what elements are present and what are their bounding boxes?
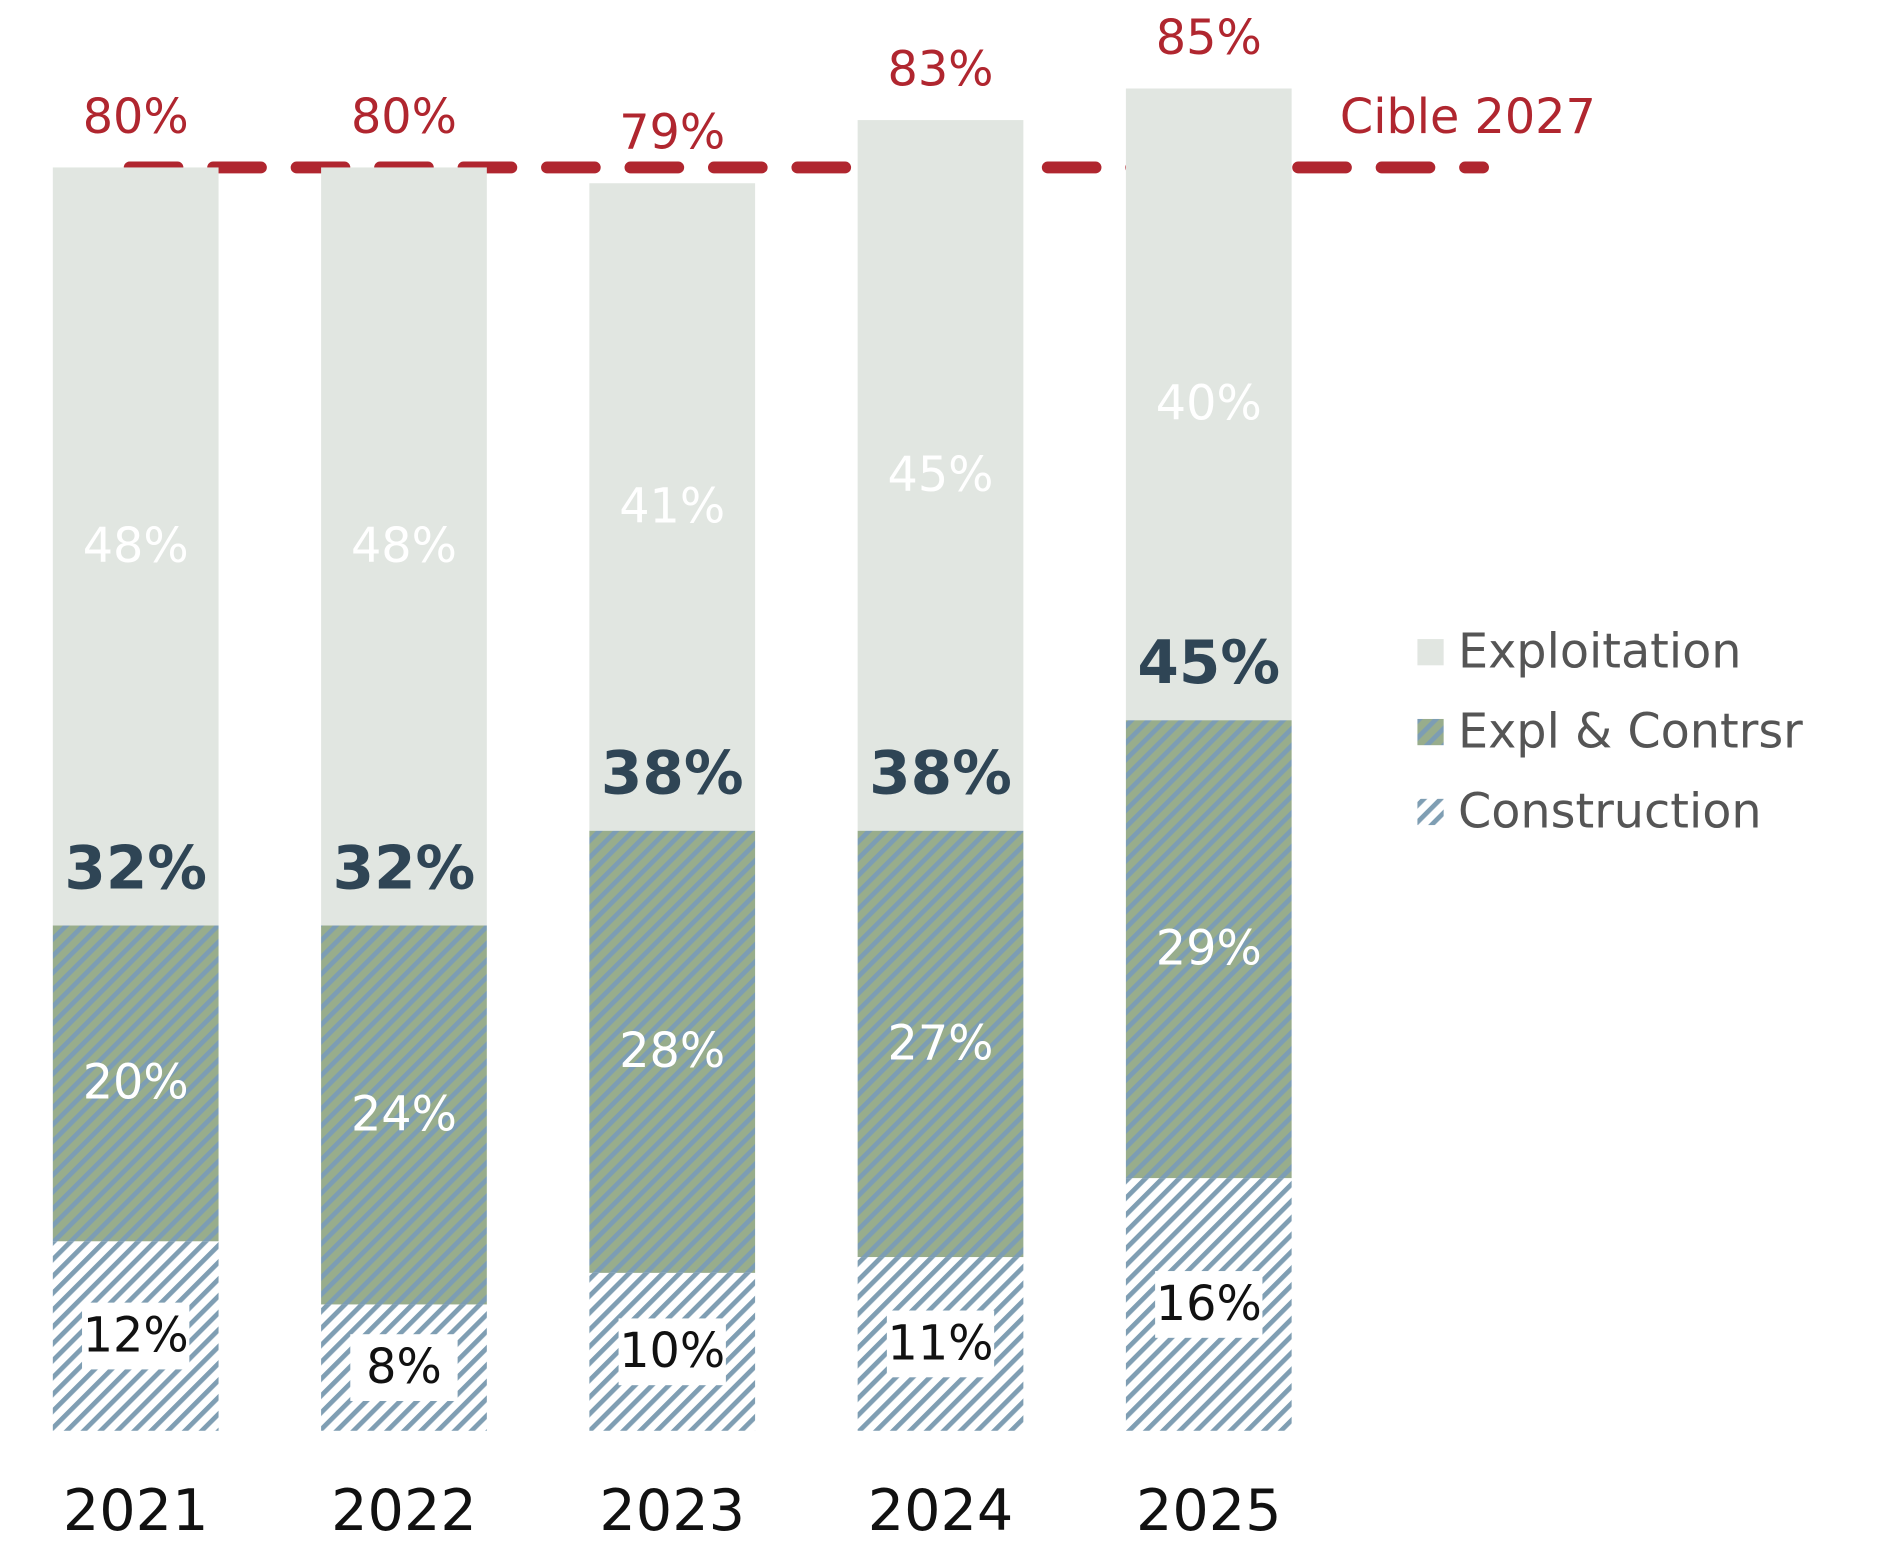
value-label: 10% bbox=[619, 1324, 725, 1379]
value-label: 48% bbox=[83, 519, 189, 574]
value-label: 41% bbox=[619, 479, 725, 534]
subtotal-label: 38% bbox=[869, 740, 1012, 809]
target-label: Cible 2027 bbox=[1340, 90, 1596, 145]
label-box bbox=[886, 1310, 995, 1378]
x-tick-label: 2024 bbox=[868, 1478, 1014, 1544]
legend-label: Exploitation bbox=[1458, 625, 1742, 680]
value-label: 11% bbox=[887, 1316, 993, 1371]
legend-swatch bbox=[1417, 718, 1444, 746]
bar-segment bbox=[52, 925, 219, 1242]
x-tick-label: 2025 bbox=[1136, 1478, 1282, 1544]
total-label: 80% bbox=[83, 90, 189, 145]
subtotal-label: 38% bbox=[601, 740, 744, 809]
bar-segment bbox=[589, 830, 756, 1273]
bar-segment bbox=[321, 925, 487, 1305]
subtotal-label: 32% bbox=[333, 834, 476, 903]
bar-segment bbox=[857, 120, 1024, 831]
bar-segment bbox=[52, 167, 219, 926]
value-label: 40% bbox=[1156, 377, 1262, 432]
label-box bbox=[82, 1302, 190, 1370]
value-label: 20% bbox=[83, 1056, 189, 1111]
bar-segment bbox=[1125, 720, 1292, 1179]
value-label: 16% bbox=[1156, 1277, 1262, 1332]
bar-segment bbox=[1125, 88, 1292, 721]
total-label: 80% bbox=[351, 90, 457, 145]
subtotal-label: 32% bbox=[64, 834, 207, 903]
total-label: 85% bbox=[1156, 11, 1262, 66]
x-tick-label: 2022 bbox=[331, 1478, 477, 1544]
legend-swatch bbox=[1417, 798, 1444, 826]
value-label: 45% bbox=[887, 448, 993, 503]
legend-label: Construction bbox=[1458, 784, 1762, 839]
label-box bbox=[350, 1334, 458, 1401]
value-label: 29% bbox=[1156, 922, 1262, 977]
value-label: 24% bbox=[351, 1087, 457, 1142]
bar-segment bbox=[321, 167, 487, 926]
label-box bbox=[1155, 1271, 1263, 1338]
label-box bbox=[618, 1318, 726, 1386]
value-label: 8% bbox=[366, 1340, 442, 1395]
total-label: 83% bbox=[887, 42, 993, 97]
x-tick-label: 2023 bbox=[599, 1478, 745, 1544]
legend-swatch bbox=[1417, 639, 1444, 666]
total-label: 79% bbox=[619, 106, 725, 161]
x-tick-label: 2021 bbox=[63, 1478, 209, 1544]
value-label: 12% bbox=[83, 1308, 189, 1363]
bar-segment bbox=[857, 830, 1024, 1258]
value-label: 28% bbox=[619, 1024, 725, 1079]
value-label: 48% bbox=[351, 519, 457, 574]
value-label: 27% bbox=[887, 1016, 993, 1071]
subtotal-label: 45% bbox=[1137, 629, 1280, 698]
bar-segment bbox=[589, 183, 756, 831]
legend-label: Expl & Contrsr bbox=[1458, 704, 1803, 759]
